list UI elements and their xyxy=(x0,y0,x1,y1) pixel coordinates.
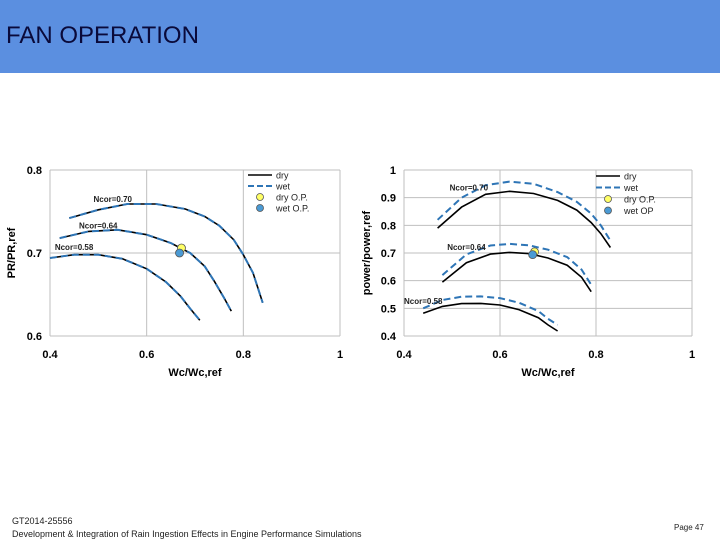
ncor-label: Ncor=0.64 xyxy=(79,221,118,230)
legend-dry-op-swatch xyxy=(256,193,264,201)
legend-entry: dry O.P. xyxy=(624,195,656,205)
ncor-label: Ncor=0.58 xyxy=(55,243,94,252)
x-tick-label: 0.4 xyxy=(396,349,412,361)
wet-series-line xyxy=(436,180,612,242)
x-tick-label: 0.8 xyxy=(236,349,251,361)
y-tick-label: 0.6 xyxy=(381,276,396,288)
legend-wet-op-swatch xyxy=(604,206,612,215)
pressure-ratio-chart: 0.4 0.6 0.8 10.60.70.8Wc/Wc,refPR/PR,refNco… xyxy=(6,165,343,379)
y-axis-label: PR/PR,ref xyxy=(6,227,18,278)
ncor-label: Ncor=0.58 xyxy=(404,297,443,306)
y-tick-label: 0.6 xyxy=(27,331,42,343)
dry-series-line xyxy=(422,302,559,332)
wet-series-line xyxy=(422,295,559,326)
y-tick-label: 0.7 xyxy=(381,248,396,260)
wet-series-line xyxy=(69,203,264,304)
legend-entry: wet OP xyxy=(623,206,654,216)
x-tick-label: 0.6 xyxy=(139,349,154,361)
dry-series-line xyxy=(437,190,612,248)
footer-paper-ref: GT2014-25556 xyxy=(12,516,73,526)
wet-series-line xyxy=(59,228,233,312)
footer-description: Development & Integration of Rain Ingest… xyxy=(12,529,362,539)
x-tick-label: 1 xyxy=(337,349,343,361)
ncor-label: Ncor=0.70 xyxy=(94,195,133,204)
y-tick-label: 0.5 xyxy=(381,303,396,315)
ncor-label: Ncor=0.70 xyxy=(450,184,489,193)
slide-header: FAN OPERATION xyxy=(0,0,720,73)
legend-dry-op-swatch xyxy=(604,195,612,203)
x-tick-label: 0.6 xyxy=(492,349,507,361)
y-tick-label: 0.4 xyxy=(381,331,397,343)
footer-page-number: Page 47 xyxy=(674,523,704,532)
legend-entry: wet xyxy=(275,182,291,192)
wet-series-line xyxy=(441,242,593,286)
legend-entry: wet O.P. xyxy=(275,204,309,214)
power-chart: 0.4 0.6 0.8 1 0.4 0.5 0.6 0.7 0.8 0.9 1 Wc/Wc,ref po… xyxy=(361,165,695,379)
ncor-label: Ncor=0.64 xyxy=(447,243,486,252)
legend-entry: dry xyxy=(624,172,637,182)
y-tick-label: 0.7 xyxy=(27,248,42,260)
x-axis-label: Wc/Wc,ref xyxy=(168,367,222,379)
y-axis-label: power/power,ref xyxy=(361,210,373,295)
x-axis-label: Wc/Wc,ref xyxy=(521,367,575,379)
wet-operating-point xyxy=(528,250,538,260)
slide-title: FAN OPERATION xyxy=(6,22,199,49)
y-tick-label: 1 xyxy=(390,165,396,177)
wet-operating-point xyxy=(175,248,184,258)
x-tick-label: 1 xyxy=(689,349,695,361)
y-tick-label: 0.8 xyxy=(381,220,396,232)
dry-series-line xyxy=(59,228,233,312)
y-tick-label: 0.8 xyxy=(27,165,42,177)
x-tick-label: 0.4 xyxy=(42,349,58,361)
wet-series-line xyxy=(49,253,201,321)
x-tick-label: 0.8 xyxy=(588,349,603,361)
dry-series-line xyxy=(49,253,201,321)
legend-entry: dry O.P. xyxy=(276,193,308,203)
legend-entry: dry xyxy=(276,171,289,181)
legend-entry: wet xyxy=(623,183,639,193)
legend-wet-op-swatch xyxy=(256,204,264,212)
y-tick-label: 0.9 xyxy=(381,193,396,205)
